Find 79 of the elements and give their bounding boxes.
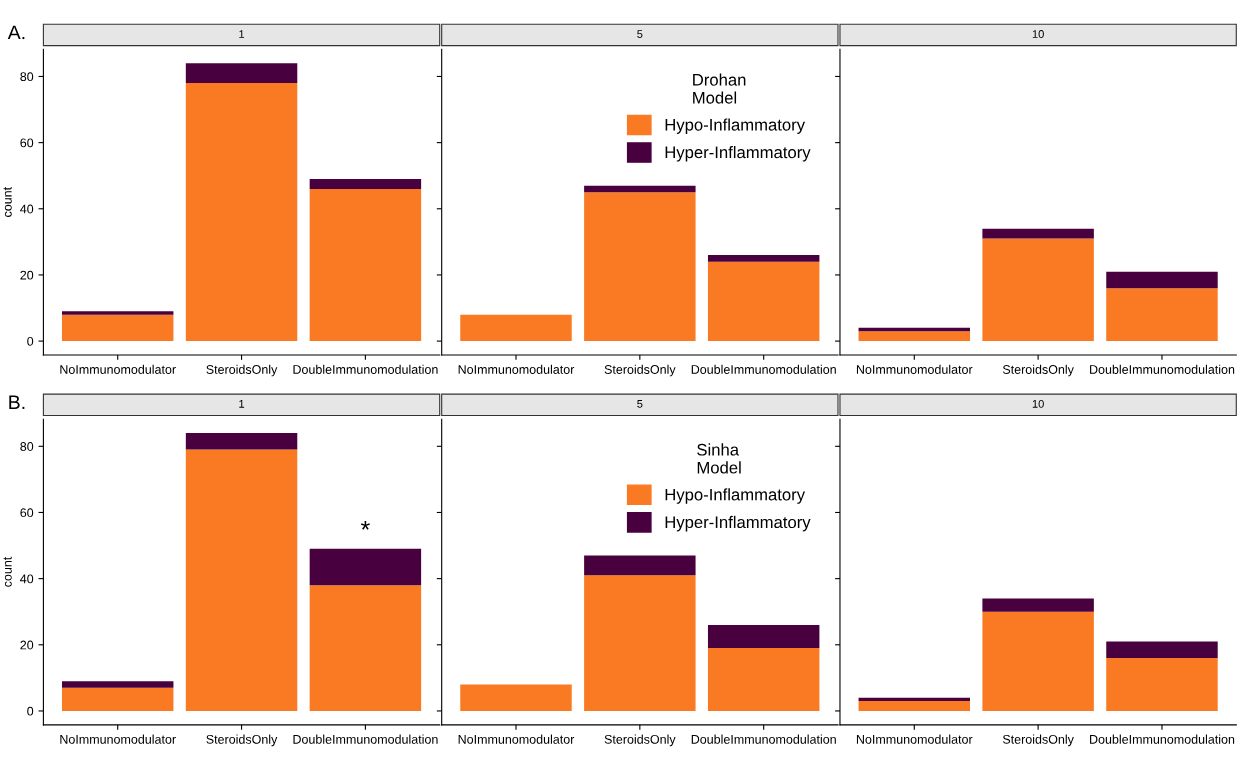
bar bbox=[61, 314, 174, 342]
x-tick-label: DoubleImmunomodulation bbox=[1090, 734, 1235, 744]
bar bbox=[858, 701, 971, 711]
bar bbox=[309, 179, 422, 189]
legend-title: Drohan Model bbox=[693, 73, 746, 104]
y-tick-label: 40 bbox=[20, 204, 34, 214]
chart-title: 5 bbox=[637, 30, 643, 38]
legend-label: Hyper-Inflammatory bbox=[665, 146, 811, 162]
bar bbox=[309, 585, 422, 711]
bar bbox=[309, 188, 422, 342]
x-tick-label: DoubleImmunomodulation bbox=[1090, 364, 1235, 374]
bar bbox=[1106, 288, 1218, 342]
bar bbox=[185, 449, 298, 711]
x-tick-label: SteroidsOnly bbox=[206, 364, 278, 377]
legend-label: Hypo-Inflammatory bbox=[665, 488, 806, 504]
bar bbox=[584, 555, 696, 576]
bar bbox=[982, 238, 1094, 342]
y-tick-label: 40 bbox=[20, 574, 34, 584]
y-tick-label: 20 bbox=[20, 270, 34, 280]
bar bbox=[61, 311, 174, 315]
y-tick-label: 60 bbox=[20, 138, 34, 148]
bar bbox=[185, 433, 298, 450]
y-tick-label: 80 bbox=[20, 442, 34, 451]
bar bbox=[61, 681, 174, 688]
x-tick-label: DoubleImmunomodulation bbox=[691, 734, 836, 744]
chart-title: 10 bbox=[1032, 30, 1044, 38]
bar bbox=[460, 314, 572, 342]
annotation: * bbox=[360, 520, 370, 530]
y-axis-title: count bbox=[3, 186, 12, 217]
bar bbox=[584, 192, 696, 342]
bar bbox=[858, 327, 971, 332]
chart-title: 10 bbox=[1032, 399, 1044, 408]
chart-title: 5 bbox=[637, 400, 643, 408]
bar bbox=[61, 687, 174, 711]
x-tick-label: SteroidsOnly bbox=[604, 364, 676, 377]
y-tick-label: 0 bbox=[27, 706, 34, 716]
x-tick-label: NoImmunomodulator bbox=[60, 734, 176, 744]
bar bbox=[858, 697, 971, 702]
bar bbox=[460, 684, 572, 711]
x-tick-label: DoubleImmunomodulation bbox=[293, 364, 438, 374]
bar bbox=[584, 575, 696, 711]
bar bbox=[707, 261, 820, 342]
bar bbox=[707, 624, 820, 649]
x-tick-label: NoImmunomodulator bbox=[458, 364, 575, 374]
chart-title: 1 bbox=[239, 30, 245, 38]
bar bbox=[1106, 658, 1218, 711]
y-tick-label: 60 bbox=[20, 508, 34, 518]
bar bbox=[858, 331, 971, 342]
chart-title: 1 bbox=[239, 400, 245, 408]
x-tick-label: NoImmunomodulator bbox=[458, 734, 575, 744]
bar bbox=[707, 255, 820, 262]
y-tick-label: 20 bbox=[20, 640, 34, 650]
legend-label: Hypo-Inflammatory bbox=[665, 118, 806, 134]
y-axis-title: count bbox=[3, 556, 12, 587]
legend-title: Sinha Model bbox=[697, 443, 741, 474]
bar bbox=[584, 185, 696, 193]
y-tick-label: 80 bbox=[20, 72, 34, 82]
bar bbox=[707, 648, 820, 711]
x-tick-label: SteroidsOnly bbox=[1002, 364, 1074, 377]
legend-label: Hyper-Inflammatory bbox=[665, 515, 811, 532]
x-tick-label: SteroidsOnly bbox=[604, 734, 676, 747]
text: A. bbox=[7, 25, 25, 40]
x-tick-label: NoImmunomodulator bbox=[856, 734, 973, 744]
x-tick-label: DoubleImmunomodulation bbox=[293, 734, 438, 744]
x-tick-label: DoubleImmunomodulation bbox=[691, 364, 836, 374]
bar bbox=[982, 611, 1094, 711]
bar bbox=[185, 63, 298, 84]
x-tick-label: NoImmunomodulator bbox=[60, 364, 176, 374]
bar bbox=[185, 83, 298, 342]
x-tick-label: SteroidsOnly bbox=[1002, 734, 1074, 747]
x-tick-label: SteroidsOnly bbox=[206, 734, 278, 747]
bar bbox=[982, 598, 1094, 612]
x-tick-label: NoImmunomodulator bbox=[856, 364, 973, 374]
bar bbox=[1106, 271, 1218, 289]
bar bbox=[309, 548, 422, 586]
text: B. bbox=[9, 395, 25, 409]
bar bbox=[982, 228, 1094, 239]
bar bbox=[1106, 641, 1218, 659]
y-tick-label: 0 bbox=[27, 336, 34, 346]
